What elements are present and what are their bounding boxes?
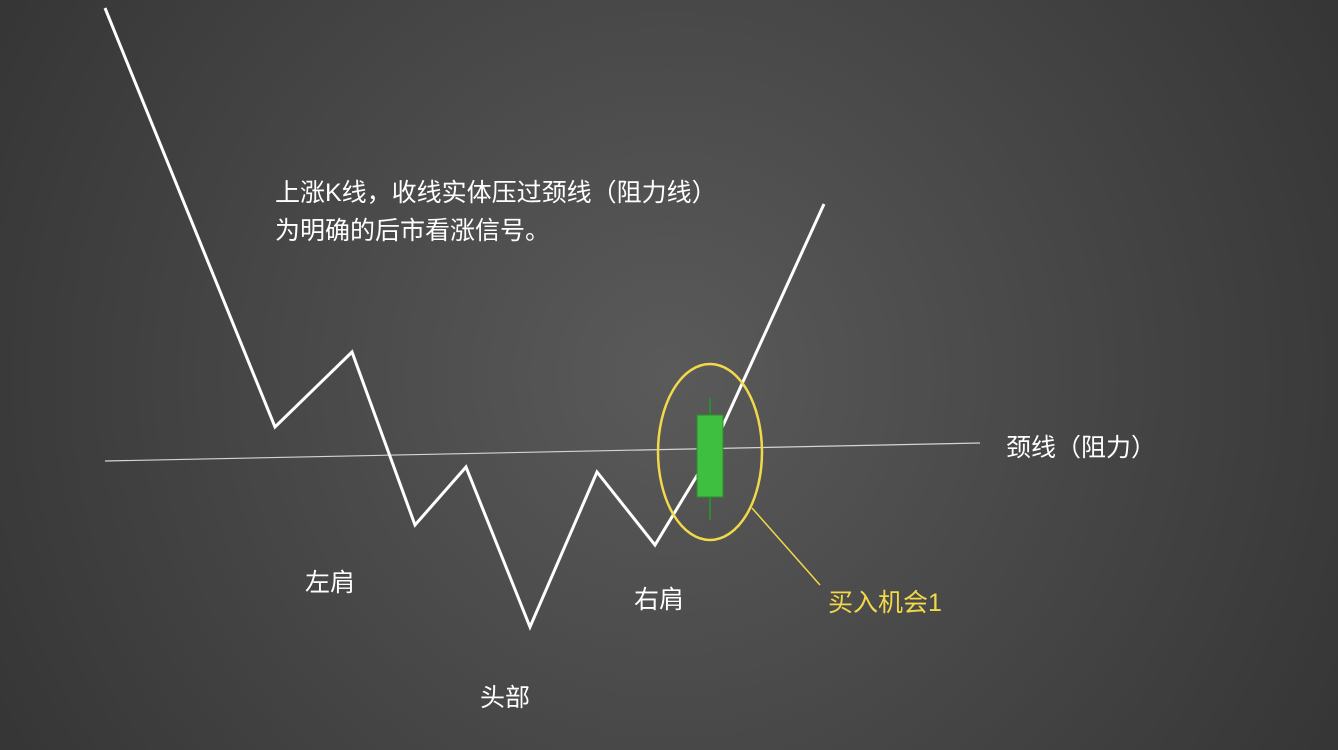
right-shoulder-label: 右肩 [634,582,684,620]
left-shoulder-label: 左肩 [305,565,355,603]
candle-body [697,415,723,497]
callout-line [752,508,820,585]
neckline-label: 颈线（阻力） [1006,430,1156,468]
neckline [105,443,980,461]
head-label: 头部 [480,680,530,718]
price-path [105,8,824,627]
description-text: 上涨K线，收线实体压过颈线（阻力线） 为明确的后市看涨信号。 [275,175,717,250]
buy-signal-label: 买入机会1 [828,585,942,623]
diagram-canvas [0,0,1338,750]
